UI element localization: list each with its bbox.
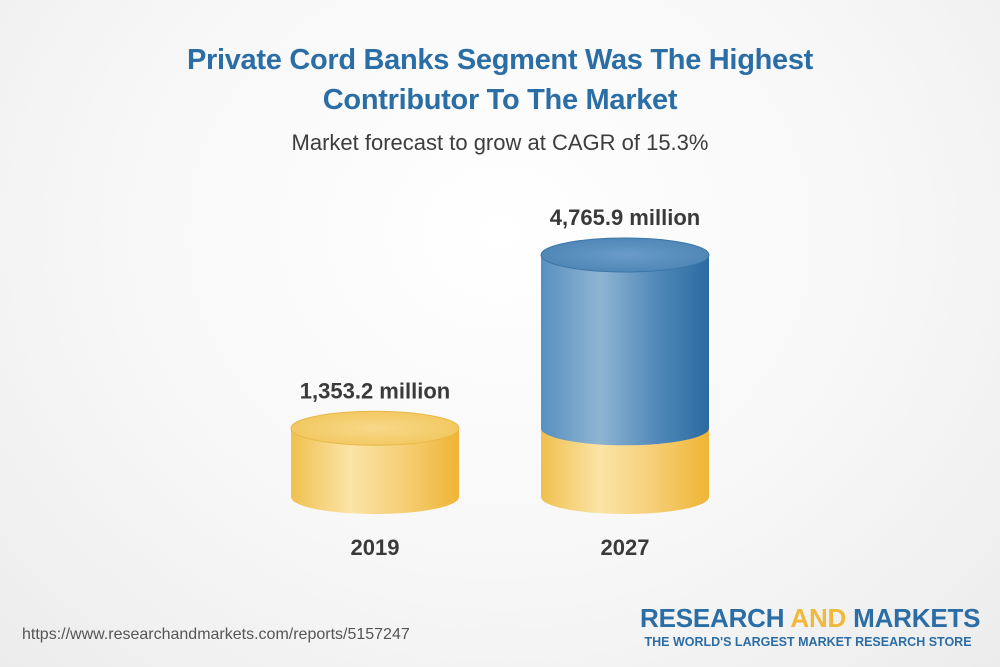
logo-wordmark: RESEARCH AND MARKETS	[640, 603, 980, 634]
bar-2019-top	[290, 410, 460, 446]
logo-markets: MARKETS	[853, 603, 981, 633]
chart-title: Private Cord Banks Segment Was The Highe…	[0, 40, 1000, 120]
bar-2027-base-segment	[541, 428, 709, 514]
category-label-2019: 2019	[351, 535, 400, 560]
chart-subtitle: Market forecast to grow at CAGR of 15.3%	[291, 130, 709, 155]
bar-2019	[291, 428, 459, 514]
bar-2027-top	[540, 237, 710, 273]
logo-and: AND	[790, 603, 847, 633]
research-and-markets-logo: RESEARCH AND MARKETS THE WORLD'S LARGEST…	[640, 603, 980, 649]
value-label-2019: 1,353.2 million	[300, 378, 450, 403]
bar-2027-growth-segment	[541, 255, 709, 446]
source-url: https://www.researchandmarkets.com/repor…	[22, 626, 410, 643]
category-label-2027: 2027	[601, 535, 650, 560]
value-label-2027: 4,765.9 million	[550, 205, 700, 230]
logo-tagline: THE WORLD'S LARGEST MARKET RESEARCH STOR…	[644, 635, 972, 649]
title-line-2: Contributor To The Market	[322, 84, 678, 116]
title-line-1: Private Cord Banks Segment Was The Highe…	[186, 44, 814, 76]
logo-research: RESEARCH	[640, 603, 785, 633]
